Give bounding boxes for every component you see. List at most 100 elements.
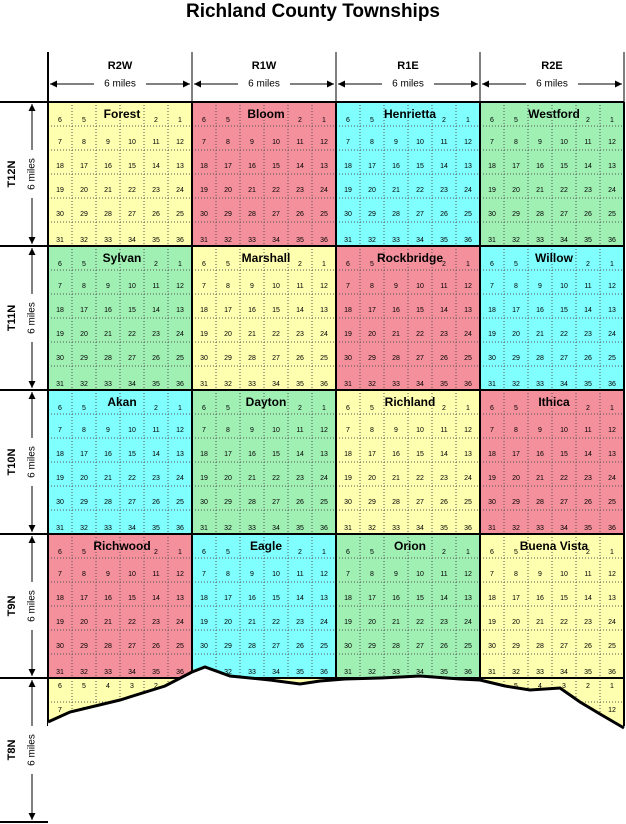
label-bg xyxy=(526,78,578,90)
section-number: 36 xyxy=(320,525,328,532)
section-number: 17 xyxy=(368,307,376,314)
section-number: 10 xyxy=(128,139,136,146)
section-number: 1 xyxy=(322,117,326,124)
distance-label: 6 miles xyxy=(248,79,280,90)
section-number: 21 xyxy=(392,187,400,194)
section-number: 21 xyxy=(536,187,544,194)
section-number: 5 xyxy=(82,261,86,268)
section-number: 7 xyxy=(58,707,62,714)
section-number: 25 xyxy=(320,499,328,506)
section-number: 22 xyxy=(272,331,280,338)
township-name: Orion xyxy=(394,539,426,553)
section-number: 28 xyxy=(392,643,400,650)
section-number: 23 xyxy=(152,619,160,626)
section-number: 2 xyxy=(298,261,302,268)
section-number: 36 xyxy=(608,669,616,676)
section-number: 26 xyxy=(440,355,448,362)
section-number: 22 xyxy=(128,331,136,338)
section-number: 23 xyxy=(584,187,592,194)
section-number: 22 xyxy=(272,475,280,482)
range-label: R2W xyxy=(108,60,133,72)
township-name: Richwood xyxy=(93,539,150,553)
section-number: 25 xyxy=(608,211,616,218)
section-number: 12 xyxy=(608,707,616,714)
section-number: 2 xyxy=(586,549,590,556)
section-number: 22 xyxy=(560,331,568,338)
section-number: 10 xyxy=(272,571,280,578)
section-number: 31 xyxy=(488,669,496,676)
section-number: 1 xyxy=(178,117,182,124)
distance-label: 6 miles xyxy=(27,446,38,478)
section-number: 2 xyxy=(586,683,590,690)
section-number: 4 xyxy=(106,683,110,690)
section-number: 11 xyxy=(296,571,303,578)
section-number: 34 xyxy=(560,525,568,532)
section-number: 23 xyxy=(440,619,448,626)
section-number: 18 xyxy=(488,451,496,458)
section-number: 9 xyxy=(250,427,254,434)
section-number: 21 xyxy=(104,619,112,626)
section-number: 35 xyxy=(584,381,592,388)
section-number: 16 xyxy=(248,451,256,458)
section-number: 29 xyxy=(80,643,88,650)
section-number: 7 xyxy=(346,571,350,578)
section-number: 28 xyxy=(536,499,544,506)
section-number: 20 xyxy=(512,475,520,482)
section-number: 8 xyxy=(514,139,518,146)
section-number: 34 xyxy=(272,669,280,676)
section-number: 10 xyxy=(416,283,424,290)
section-number: 13 xyxy=(608,595,616,602)
section-number: 10 xyxy=(416,139,424,146)
section-number: 20 xyxy=(368,331,376,338)
distance-label: 6 miles xyxy=(392,79,424,90)
section-number: 2 xyxy=(154,261,158,268)
range-label: R1E xyxy=(397,60,418,72)
label-bg xyxy=(26,726,38,774)
section-number: 2 xyxy=(442,549,446,556)
section-number: 6 xyxy=(58,549,62,556)
section-number: 17 xyxy=(80,163,88,170)
section-number: 24 xyxy=(464,331,472,338)
section-number: 17 xyxy=(368,595,376,602)
section-number: 33 xyxy=(248,237,256,244)
section-number: 1 xyxy=(466,117,470,124)
section-number: 28 xyxy=(248,211,256,218)
section-number: 26 xyxy=(152,355,160,362)
section-number: 34 xyxy=(128,525,136,532)
section-number: 1 xyxy=(322,261,326,268)
section-number: 20 xyxy=(224,475,232,482)
section-number: 11 xyxy=(584,571,591,578)
section-number: 14 xyxy=(584,307,592,314)
township-name: Buena Vista xyxy=(520,539,589,553)
section-number: 28 xyxy=(104,643,112,650)
township-name: Rockbridge xyxy=(377,251,443,265)
section-number: 28 xyxy=(104,355,112,362)
section-number: 23 xyxy=(152,331,160,338)
section-number: 15 xyxy=(416,595,424,602)
section-number: 14 xyxy=(440,451,448,458)
county-boundary xyxy=(47,665,625,730)
section-number: 10 xyxy=(560,139,568,146)
section-number: 7 xyxy=(202,571,206,578)
section-number: 8 xyxy=(226,283,230,290)
section-number: 23 xyxy=(152,475,160,482)
section-number: 17 xyxy=(80,595,88,602)
section-number: 14 xyxy=(296,595,304,602)
section-number: 35 xyxy=(584,525,592,532)
section-number: 31 xyxy=(344,525,352,532)
section-number: 11 xyxy=(584,139,591,146)
section-number: 7 xyxy=(202,139,206,146)
section-number: 36 xyxy=(176,381,184,388)
section-number: 31 xyxy=(344,381,352,388)
section-number: 16 xyxy=(536,163,544,170)
section-number: 30 xyxy=(200,499,208,506)
section-number: 5 xyxy=(514,549,518,556)
township-name: Sylvan xyxy=(103,251,142,265)
section-number: 29 xyxy=(368,211,376,218)
section-number: 13 xyxy=(320,307,328,314)
section-number: 34 xyxy=(272,381,280,388)
section-number: 12 xyxy=(464,139,472,146)
section-number: 1 xyxy=(322,549,326,556)
section-number: 9 xyxy=(538,139,542,146)
section-number: 1 xyxy=(178,405,182,412)
